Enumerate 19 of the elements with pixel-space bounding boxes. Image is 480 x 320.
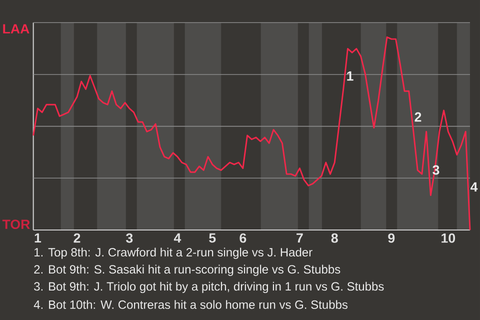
text: 1. Top 8th: J. Crawford hit a 2-run single vs J. Hader: [34, 248, 312, 259]
x-tick-label: 8: [331, 233, 338, 243]
x-tick-label: 2: [74, 233, 80, 243]
text: LAA: [3, 24, 30, 34]
annotation: 2: [414, 112, 422, 122]
text: 3. Bot 9th: J. Triolo got hit by a pitch, driving in 1 run vs G. Stubbs: [34, 282, 384, 294]
x-tick-label: 10: [442, 233, 456, 243]
x-tick-label: 3: [126, 233, 133, 243]
x-tick-label: 4: [174, 233, 182, 243]
text: 4. Bot 10th: W. Contreras hit a solo home run vs G. Stubbs: [34, 300, 348, 309]
annotation: 1: [347, 71, 354, 81]
x-tick-label: 7: [296, 233, 303, 243]
x-tick-label: 1: [34, 233, 42, 243]
text: TOR: [2, 220, 30, 230]
x-tick-label: 9: [388, 233, 395, 243]
x-tick-label: 6: [240, 233, 246, 243]
text: 2. Bot 9th: S. Sasaki hit a run-scoring single vs G. Stubbs: [34, 264, 340, 276]
x-tick-label: 5: [209, 233, 216, 243]
text: 4: [470, 182, 478, 192]
